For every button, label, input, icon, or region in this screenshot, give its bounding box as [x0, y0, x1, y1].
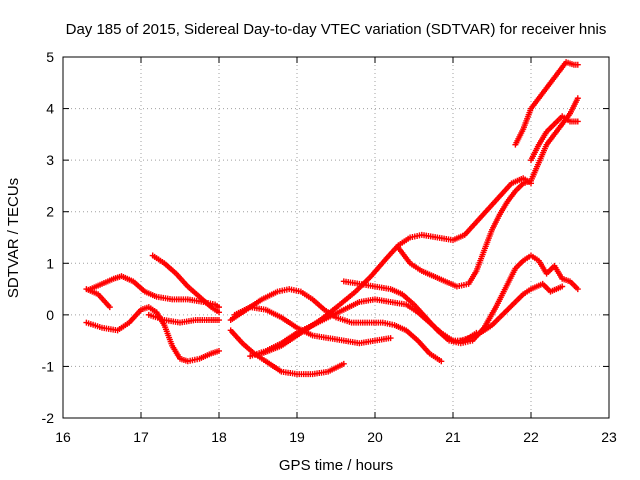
x-tick-label: 21: [445, 429, 461, 445]
data-point-marker: [216, 304, 222, 311]
series-arc-8: [231, 304, 394, 347]
data-point-marker: [216, 309, 222, 316]
data-point-marker: [438, 358, 445, 365]
data-point-marker: [574, 95, 581, 102]
y-tick-label: -1: [42, 358, 55, 374]
series-arc-14: [512, 59, 581, 148]
x-tick-label: 16: [55, 429, 71, 445]
x-tick-label: 23: [601, 429, 617, 445]
chart-title: Day 185 of 2015, Sidereal Day-to-day VTE…: [66, 21, 607, 38]
x-tick-label: 22: [523, 429, 539, 445]
y-tick-label: 0: [46, 307, 54, 323]
data-point-marker: [574, 286, 581, 293]
y-tick-label: 5: [46, 49, 54, 65]
y-tick-label: 2: [46, 204, 54, 220]
y-tick-label: 4: [46, 101, 54, 117]
data-point-marker: [106, 304, 113, 311]
series-arc-4: [149, 252, 222, 316]
data-point-marker: [559, 283, 566, 290]
y-axis-label: SDTVAR / TECUs: [5, 178, 22, 298]
series-arc-9: [247, 296, 480, 360]
x-tick-label: 19: [289, 429, 305, 445]
data-point-marker: [340, 360, 347, 367]
y-tick-label: 1: [46, 255, 54, 271]
y-tick-label: 3: [46, 152, 54, 168]
data-point-marker: [387, 335, 394, 342]
plot-frame: [62, 56, 610, 419]
series-arc-6: [227, 327, 347, 378]
y-tick-label: -2: [42, 410, 55, 426]
x-tick-label: 20: [367, 429, 383, 445]
series-arc-10: [258, 175, 534, 357]
series-arc-5: [145, 311, 222, 326]
x-tick-label: 17: [133, 429, 149, 445]
data-point-marker: [574, 118, 581, 125]
series-arc-1: [83, 304, 222, 365]
data-point-marker: [216, 347, 222, 354]
grid-layer: [63, 57, 609, 418]
data-point-marker: [216, 317, 222, 324]
series-arc-11: [340, 252, 581, 347]
x-tick-label: 18: [211, 429, 227, 445]
x-axis-label: GPS time / hours: [279, 457, 393, 474]
series-arc-15: [528, 113, 581, 164]
data-point-marker: [574, 61, 581, 68]
series-arc-13: [457, 280, 566, 344]
data-layer: [83, 59, 581, 378]
